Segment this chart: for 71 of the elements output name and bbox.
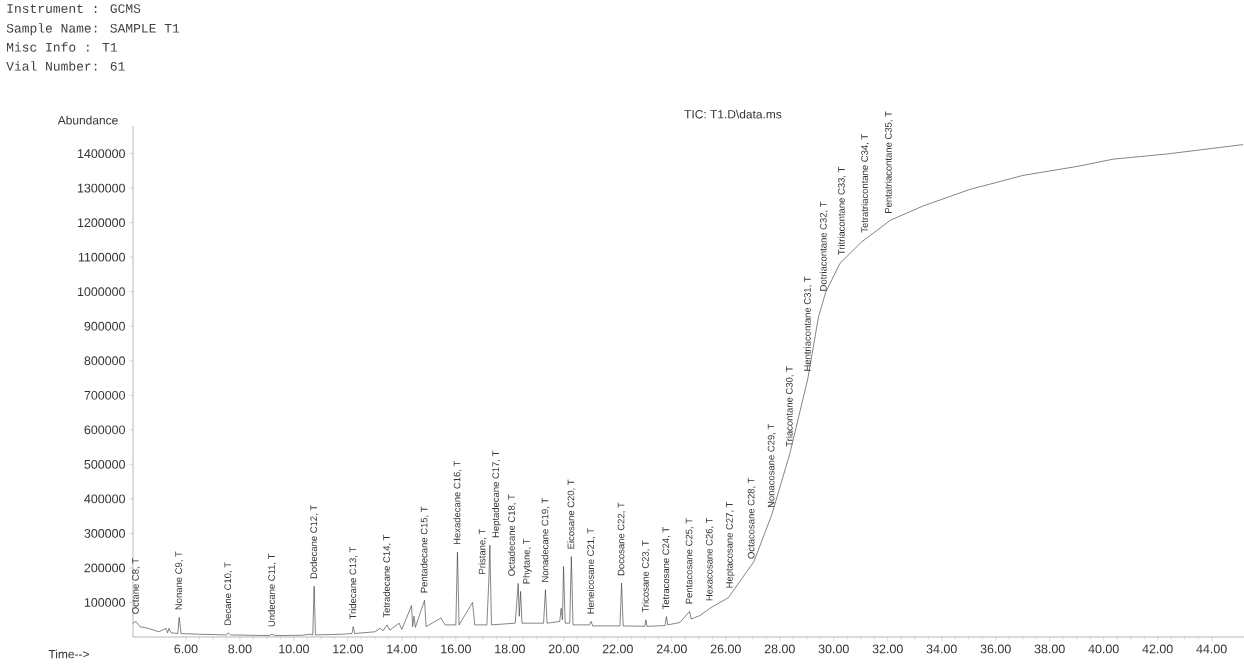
y-tick-label: 600000 [84, 425, 125, 435]
x-tick-label: 38.00 [1034, 644, 1065, 654]
x-axis-title: Time--> [48, 649, 89, 659]
y-tick-label: 900000 [84, 321, 125, 331]
x-tick-label: 34.00 [926, 644, 957, 654]
x-tick-label: 36.00 [980, 644, 1011, 654]
x-tick-label: 28.00 [764, 644, 795, 654]
x-tick-label: 10.00 [279, 644, 309, 654]
y-tick-label: 1400000 [77, 149, 125, 159]
x-tick-label: 40.00 [1088, 644, 1119, 654]
annotation: Undecane C11, T [267, 553, 277, 627]
y-tick-label: 200000 [84, 563, 125, 573]
annotation: Tetratriacontane C34, T [861, 134, 870, 233]
x-tick-label: 6.00 [174, 644, 198, 654]
text: Misc Info : T1 [7, 42, 117, 52]
x-tick-label: 22.00 [602, 644, 633, 654]
annotation: Nonane C9, T [175, 551, 184, 610]
annotation: Hexadecane C16, T [453, 460, 462, 545]
annotation: Octacosane C28, T [747, 477, 756, 559]
annotation: Phytane, T [522, 538, 532, 584]
annotation: Pentacosane C25, T [685, 518, 694, 604]
annotation: Tetracosane C24, T [662, 527, 671, 610]
y-tick-label: 400000 [84, 494, 125, 504]
annotation: Heptacosane C27, T [726, 501, 735, 588]
x-tick-label: 26.00 [710, 644, 741, 654]
y-tick-label: 700000 [84, 390, 125, 400]
text: Instrument : GCMS [7, 4, 141, 13]
y-tick-label: 1100000 [78, 252, 125, 262]
annotation: Pentatriacontane C35, T [884, 111, 893, 213]
x-tick-label: 20.00 [548, 644, 579, 654]
x-tick-label: 8.00 [228, 644, 252, 654]
annotation: Dodecane C12, T [310, 505, 319, 579]
text: Sample Name: SAMPLE T1 [6, 23, 180, 36]
annotation: Dotriacontane C32, T [819, 201, 828, 291]
annotation: Pristane, T [478, 529, 487, 574]
y-tick-label: 100000 [84, 598, 125, 607]
x-tick-label: 24.00 [656, 644, 687, 654]
annotation: Heptadecane C17, T [492, 450, 501, 538]
chart-title: TIC: T1.D\data.ms [684, 109, 782, 119]
annotation: Hentriacontane C31, T [803, 276, 812, 371]
annotation: Tricosane C23, T [641, 540, 650, 613]
annotation: Pentadecane C15, T [420, 506, 429, 593]
x-tick-label: 42.00 [1142, 644, 1173, 654]
y-tick-label: 1200000 [77, 218, 125, 228]
text: Vial Number: 61 [6, 61, 125, 71]
annotation: Hexacosane C26, T [705, 517, 714, 601]
annotation: Tritriacontane C33, T [837, 166, 846, 255]
annotation: Octane C8, T [132, 558, 140, 614]
y-tick-label: 1000000 [77, 287, 125, 297]
y-tick-label: 800000 [84, 356, 125, 366]
y-tick-label: 1300000 [77, 183, 125, 193]
annotation: Nonacosane C29, T [767, 423, 776, 508]
annotation: Tridecane C13, T [349, 546, 358, 620]
annotation: Octadecane C18, T [507, 494, 516, 576]
annotation: Nonadecane C19, T [541, 498, 550, 582]
annotation: Triacontane C30, T [785, 366, 794, 447]
annotation: Eicosane C20, T [567, 479, 576, 549]
x-tick-label: 14.00 [387, 644, 417, 654]
y-axis-title: Abundance [57, 115, 118, 125]
x-tick-label: 32.00 [872, 644, 903, 654]
x-tick-label: 12.00 [333, 644, 363, 654]
x-tick-label: 44.00 [1196, 644, 1227, 654]
x-tick-label: 18.00 [495, 644, 525, 654]
annotation: Docosane C22, T [617, 502, 626, 576]
y-tick-label: 300000 [84, 529, 125, 538]
annotation: Decane C10, T [224, 562, 233, 625]
annotation: Heneicosane C21, T [587, 528, 596, 614]
annotation: Tetradecane C14, T [382, 534, 392, 618]
x-tick-label: 30.00 [818, 644, 849, 654]
x-tick-label: 16.00 [441, 644, 471, 654]
y-tick-label: 500000 [84, 459, 125, 469]
